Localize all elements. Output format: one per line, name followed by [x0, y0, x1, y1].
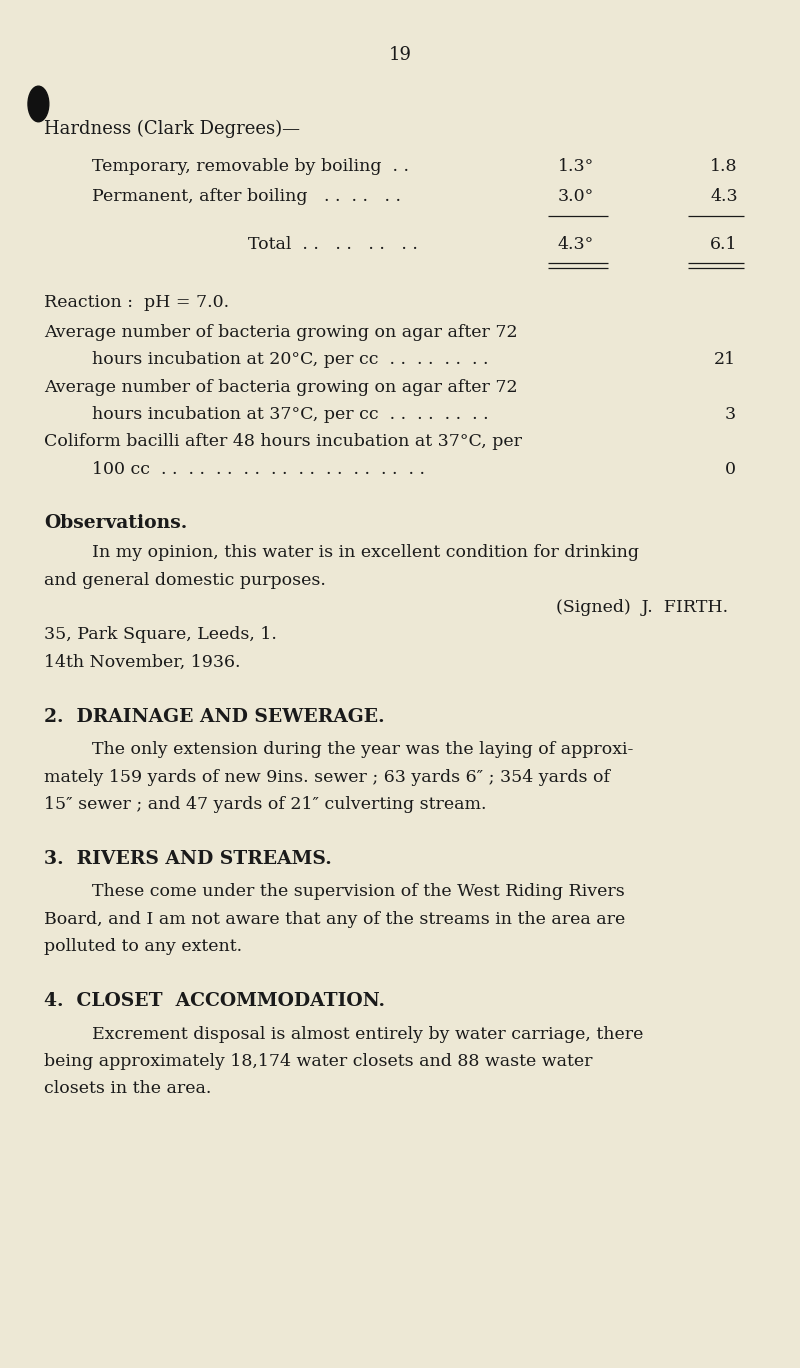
Text: 100 cc  . .  . .  . .  . .  . .  . .  . .  . .  . .  . .: 100 cc . . . . . . . . . . . . . . . . .…: [92, 461, 425, 477]
Text: 4.3: 4.3: [710, 189, 738, 205]
Text: Average number of bacteria growing on agar after 72: Average number of bacteria growing on ag…: [44, 379, 518, 395]
Text: polluted to any extent.: polluted to any extent.: [44, 938, 242, 955]
Text: 15″ sewer ; and 47 yards of 21″ culverting stream.: 15″ sewer ; and 47 yards of 21″ culverti…: [44, 796, 486, 813]
Text: and general domestic purposes.: and general domestic purposes.: [44, 572, 326, 588]
Text: Observations.: Observations.: [44, 513, 187, 532]
Text: Excrement disposal is almost entirely by water carriage, there: Excrement disposal is almost entirely by…: [92, 1026, 643, 1042]
Text: Total  . .   . .   . .   . .: Total . . . . . . . .: [248, 237, 418, 253]
Circle shape: [28, 86, 49, 122]
Text: 1.8: 1.8: [710, 159, 738, 175]
Text: 1.3°: 1.3°: [558, 159, 594, 175]
Text: In my opinion, this water is in excellent condition for drinking: In my opinion, this water is in excellen…: [92, 544, 639, 561]
Text: 4.3°: 4.3°: [558, 237, 594, 253]
Text: Coliform bacilli after 48 hours incubation at 37°C, per: Coliform bacilli after 48 hours incubati…: [44, 434, 522, 450]
Text: These come under the supervision of the West Riding Rivers: These come under the supervision of the …: [92, 884, 625, 900]
Text: 3.  RIVERS AND STREAMS.: 3. RIVERS AND STREAMS.: [44, 850, 332, 869]
Text: 3.0°: 3.0°: [558, 189, 594, 205]
Text: Temporary, removable by boiling  . .: Temporary, removable by boiling . .: [92, 159, 409, 175]
Text: 3: 3: [725, 406, 736, 423]
Text: 35, Park Square, Leeds, 1.: 35, Park Square, Leeds, 1.: [44, 627, 277, 643]
Text: hours incubation at 37°C, per cc  . .  . .  . .  . .: hours incubation at 37°C, per cc . . . .…: [92, 406, 489, 423]
Text: Average number of bacteria growing on agar after 72: Average number of bacteria growing on ag…: [44, 324, 518, 341]
Text: Board, and I am not aware that any of the streams in the area are: Board, and I am not aware that any of th…: [44, 911, 626, 928]
Text: 0: 0: [725, 461, 736, 477]
Text: hours incubation at 20°C, per cc  . .  . .  . .  . .: hours incubation at 20°C, per cc . . . .…: [92, 352, 489, 368]
Text: (Signed)  J.  FIRTH.: (Signed) J. FIRTH.: [556, 599, 728, 616]
Text: mately 159 yards of new 9ins. sewer ; 63 yards 6″ ; 354 yards of: mately 159 yards of new 9ins. sewer ; 63…: [44, 769, 610, 785]
Text: The only extension during the year was the laying of approxi-: The only extension during the year was t…: [92, 741, 634, 758]
Text: 6.1: 6.1: [710, 237, 738, 253]
Text: 2.  DRAINAGE AND SEWERAGE.: 2. DRAINAGE AND SEWERAGE.: [44, 707, 385, 726]
Text: Reaction :  pH = 7.0.: Reaction : pH = 7.0.: [44, 294, 229, 311]
Text: 4.  CLOSET  ACCOMMODATION.: 4. CLOSET ACCOMMODATION.: [44, 992, 385, 1011]
Text: being approximately 18,174 water closets and 88 waste water: being approximately 18,174 water closets…: [44, 1053, 593, 1070]
Text: 21: 21: [714, 352, 736, 368]
Text: 14th November, 1936.: 14th November, 1936.: [44, 654, 241, 670]
Text: Permanent, after boiling   . .  . .   . .: Permanent, after boiling . . . . . .: [92, 189, 401, 205]
Text: Hardness (Clark Degrees)—: Hardness (Clark Degrees)—: [44, 119, 300, 138]
Text: 19: 19: [389, 45, 411, 64]
Text: closets in the area.: closets in the area.: [44, 1081, 211, 1097]
